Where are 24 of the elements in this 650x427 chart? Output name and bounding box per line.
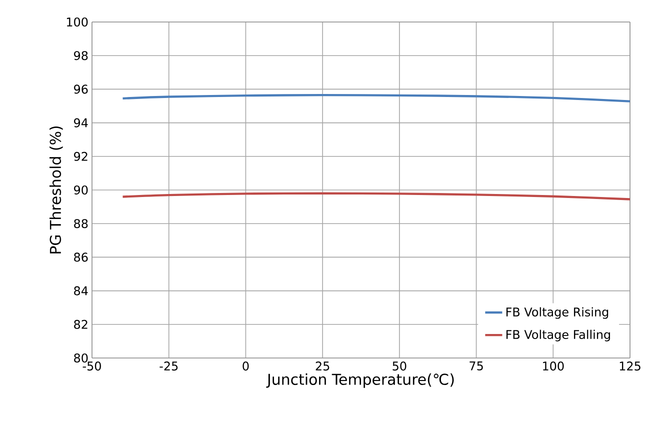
y-tick-label: 90 — [74, 185, 88, 195]
y-tick-label: 80 — [74, 353, 88, 363]
y-tick-label: 94 — [74, 118, 88, 128]
legend-label: FB Voltage Falling — [506, 330, 610, 342]
legend-label: FB Voltage Rising — [506, 307, 608, 319]
x-tick-label: -25 — [160, 362, 178, 371]
x-tick-label: 100 — [543, 362, 564, 371]
y-tick-label: 96 — [74, 84, 88, 94]
x-tick-label: -50 — [82, 362, 101, 371]
y-tick-label: 100 — [66, 17, 88, 27]
x-tick-label: 25 — [316, 362, 330, 371]
y-tick-label: 92 — [74, 152, 88, 161]
y-axis-title: PG Threshold (%) — [50, 126, 63, 254]
x-tick-label: 0 — [242, 362, 249, 371]
x-tick-label: 125 — [620, 362, 640, 371]
y-tick-label: 98 — [74, 51, 88, 60]
y-tick-label: 84 — [74, 286, 88, 296]
x-tick-label: 50 — [392, 362, 406, 371]
line-series — [122, 94, 630, 102]
x-axis-title: Junction Temperature(℃) — [266, 373, 454, 388]
x-tick-label: 75 — [470, 362, 483, 370]
y-tick-label: 86 — [74, 252, 88, 262]
y-tick-label: 82 — [74, 320, 88, 329]
y-tick-label: 88 — [74, 219, 88, 228]
